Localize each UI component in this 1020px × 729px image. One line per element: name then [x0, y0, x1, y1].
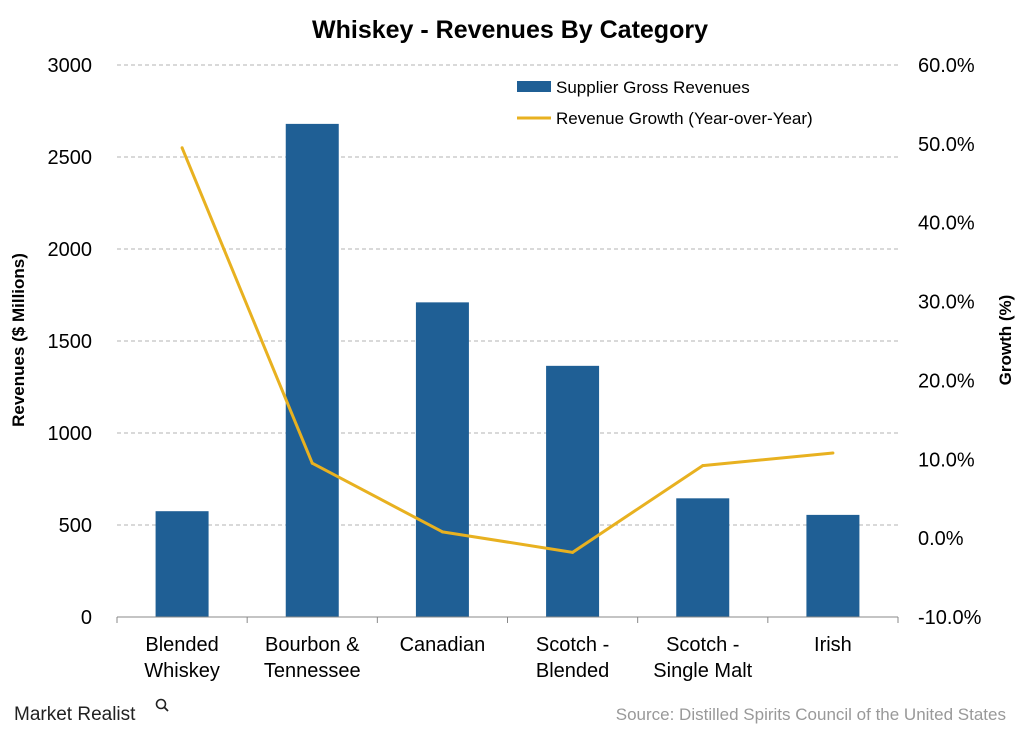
bar-3: [546, 365, 600, 617]
left-tick-label: 2500: [48, 147, 93, 169]
category-label: Canadian: [400, 634, 486, 656]
right-tick-label: 60.0%: [918, 55, 975, 77]
right-tick-label: 20.0%: [918, 370, 975, 392]
bar-1: [285, 123, 339, 617]
left-tick-label: 500: [59, 515, 92, 537]
bar-4: [676, 498, 730, 617]
category-label: Scotch -: [666, 634, 739, 656]
left-tick-label: 2000: [48, 239, 93, 261]
category-label: Bourbon &: [265, 634, 360, 656]
bar-5: [806, 514, 860, 617]
bar-0: [155, 511, 209, 617]
bars: [155, 123, 860, 617]
growth-point-4: [701, 464, 705, 468]
chart-title: Whiskey - Revenues By Category: [312, 16, 708, 44]
left-tick-label: 0: [81, 607, 92, 629]
left-axis-ticks: 0 500 1000 1500 2000 2500 3000: [48, 55, 93, 629]
right-axis-title: Growth (%): [996, 295, 1015, 386]
legend-line-label: Revenue Growth (Year-over-Year): [556, 109, 813, 128]
right-tick-label: 30.0%: [918, 292, 975, 314]
category-label: Tennessee: [264, 660, 361, 682]
left-tick-label: 1500: [48, 331, 93, 353]
legend-bar-label: Supplier Gross Revenues: [556, 78, 750, 97]
category-label: Blended: [536, 660, 609, 682]
source-note: Source: Distilled Spirits Council of the…: [616, 705, 1006, 724]
left-tick-label: 1000: [48, 423, 93, 445]
category-label: Whiskey: [144, 660, 220, 682]
legend: Supplier Gross Revenues Revenue Growth (…: [517, 78, 813, 128]
category-label: Scotch -: [536, 634, 609, 656]
growth-point-0: [180, 146, 184, 150]
growth-point-1: [310, 461, 314, 465]
bar-2: [415, 302, 469, 617]
gridlines: [117, 64, 898, 526]
right-tick-label: -10.0%: [918, 607, 982, 629]
growth-point-2: [440, 530, 444, 534]
growth-line: [180, 147, 834, 554]
right-tick-label: 40.0%: [918, 213, 975, 235]
growth-point-5: [831, 451, 835, 455]
left-tick-label: 3000: [48, 55, 93, 77]
legend-bar-swatch: [517, 81, 551, 92]
right-axis-ticks: -10.0% 0.0% 10.0% 20.0% 30.0% 40.0% 50.0% 60.0%: [918, 55, 982, 629]
category-label: Irish: [814, 634, 852, 656]
category-label: Blended: [145, 634, 218, 656]
left-axis-title: Revenues ($ Millions): [9, 253, 28, 427]
right-tick-label: 50.0%: [918, 134, 975, 156]
right-tick-label: 10.0%: [918, 449, 975, 471]
growth-line-group: [180, 146, 835, 554]
category-labels: Blended Whiskey Bourbon & Tennessee Canadian…: [116, 617, 899, 682]
growth-point-3: [571, 550, 575, 554]
right-tick-label: 0.0%: [918, 528, 964, 550]
category-label: Single Malt: [653, 660, 752, 682]
magnifier-icon: [155, 698, 169, 712]
brand-logo-text: Market Realist: [14, 704, 136, 725]
